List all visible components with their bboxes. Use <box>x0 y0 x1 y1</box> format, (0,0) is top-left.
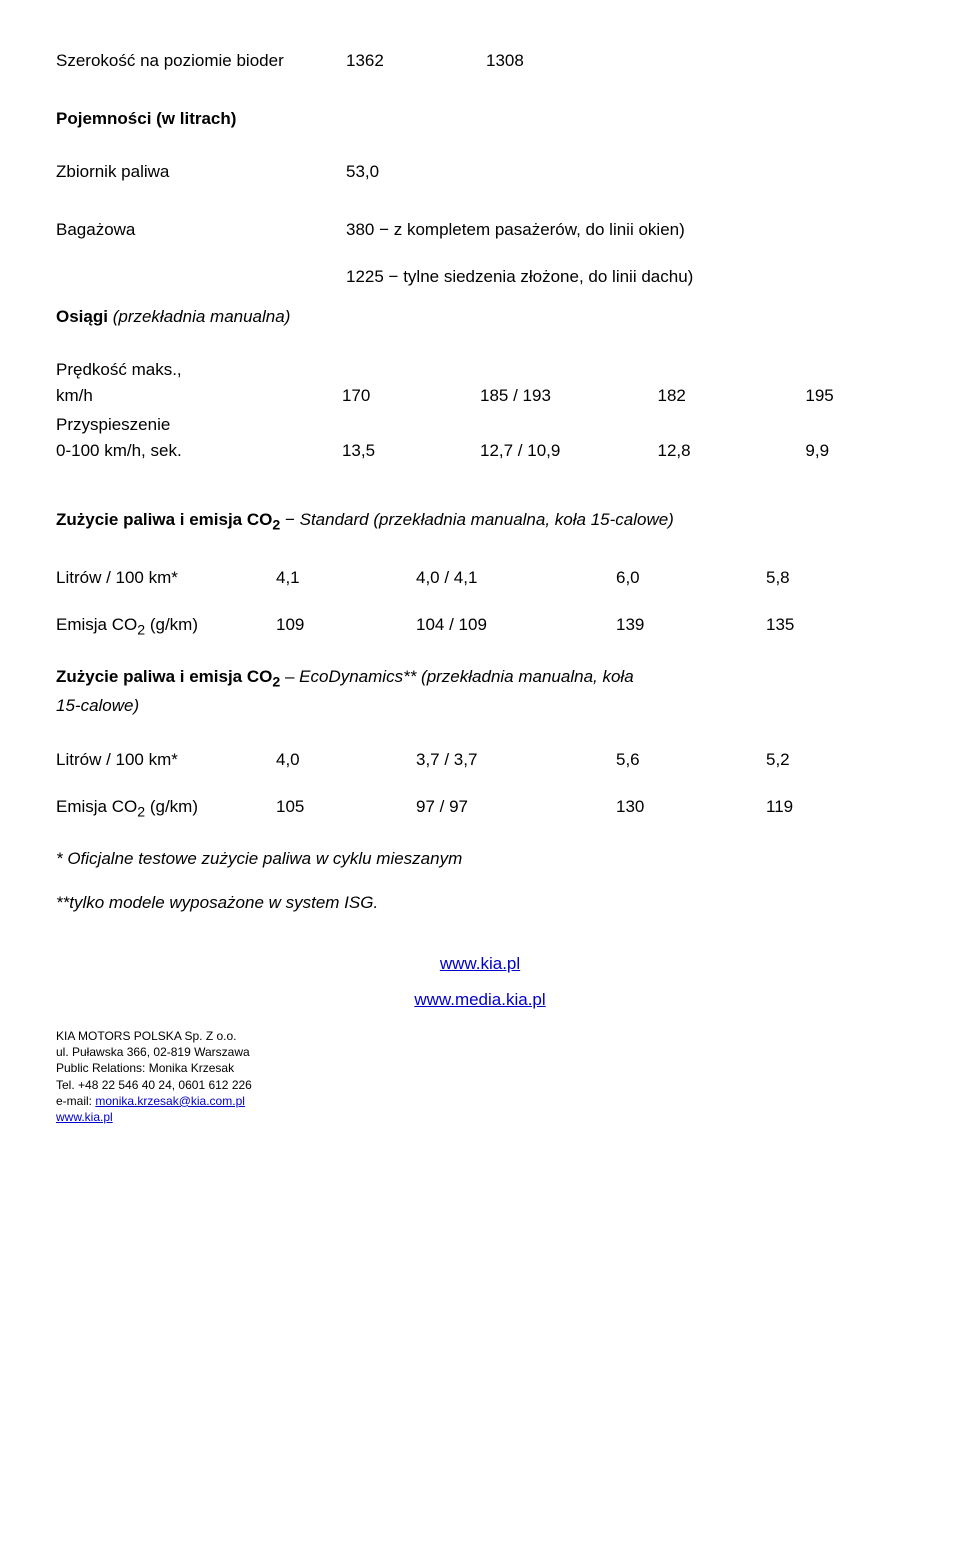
footer-email-label: e-mail: <box>56 1094 95 1108</box>
val-accel-4: 9,9 <box>805 438 904 464</box>
footnote-1: * Oficjalne testowe zużycie paliwa w cyk… <box>56 846 904 872</box>
val-hip-1: 1362 <box>346 48 486 74</box>
val-luggage-2: 1225 − tylne siedzenia złożone, do linii… <box>346 264 693 290</box>
label-eco-l100: Litrów / 100 km* <box>56 747 276 773</box>
heading-performance-italic: (przekładnia manualna) <box>113 307 291 326</box>
label-eco-co2-b: (g/km) <box>145 797 198 816</box>
val-std-co2-3: 139 <box>616 612 766 642</box>
val-std-co2-2: 104 / 109 <box>416 612 616 642</box>
footer-address: ul. Puławska 366, 02-819 Warszawa <box>56 1044 904 1060</box>
heading-performance-bold: Osiągi <box>56 307 108 326</box>
row-eco-co2: Emisja CO2 (g/km) 105 97 / 97 130 119 <box>56 794 904 824</box>
label-max-speed-2: km/h <box>56 383 342 409</box>
val-std-l100-3: 6,0 <box>616 565 766 591</box>
footer-site-link[interactable]: www.kia.pl <box>56 1110 113 1124</box>
val-eco-co2-3: 130 <box>616 794 766 824</box>
footnote-2: **tylko modele wyposażone w system ISG. <box>56 890 904 916</box>
row-luggage-2: 1225 − tylne siedzenia złożone, do linii… <box>56 264 904 290</box>
label-std-co2-b: (g/km) <box>145 615 198 634</box>
val-std-l100-2: 4,0 / 4,1 <box>416 565 616 591</box>
val-eco-l100-3: 5,6 <box>616 747 766 773</box>
row-std-co2: Emisja CO2 (g/km) 109 104 / 109 139 135 <box>56 612 904 642</box>
row-max-speed: km/h 170 185 / 193 182 195 <box>56 383 904 409</box>
heading-performance: Osiągi (przekładnia manualna) <box>56 304 904 330</box>
link-kia-main[interactable]: www.kia.pl <box>440 954 520 973</box>
heading-co2-eco: Zużycie paliwa i emisja CO2 – EcoDynamic… <box>56 664 904 694</box>
val-std-co2-1: 109 <box>276 612 416 642</box>
footer-email-link[interactable]: monika.krzesak@kia.com.pl <box>95 1094 245 1108</box>
row-luggage-1: Bagażowa 380 − z kompletem pasażerów, do… <box>56 217 904 243</box>
val-max-speed-2: 185 / 193 <box>480 383 657 409</box>
label-eco-co2: Emisja CO2 (g/km) <box>56 794 276 824</box>
row-std-l100: Litrów / 100 km* 4,1 4,0 / 4,1 6,0 5,8 <box>56 565 904 591</box>
row-fuel-tank: Zbiornik paliwa 53,0 <box>56 159 904 185</box>
heading-capacity: Pojemności (w litrach) <box>56 106 904 132</box>
label-std-l100: Litrów / 100 km* <box>56 565 276 591</box>
label-fuel-tank: Zbiornik paliwa <box>56 159 346 185</box>
footer-company: KIA MOTORS POLSKA Sp. Z o.o. <box>56 1028 904 1044</box>
val-fuel-tank: 53,0 <box>346 159 379 185</box>
val-eco-l100-4: 5,2 <box>766 747 790 773</box>
label-max-speed-1: Prędkość maks., <box>56 357 904 383</box>
val-std-co2-4: 135 <box>766 612 794 642</box>
label-accel-2: 0-100 km/h, sek. <box>56 438 342 464</box>
val-accel-3: 12,8 <box>657 438 805 464</box>
label-hip: Szerokość na poziomie bioder <box>56 48 346 74</box>
link-kia-media[interactable]: www.media.kia.pl <box>414 990 545 1009</box>
label-accel-1: Przyspieszenie <box>56 412 904 438</box>
heading-co2-std-italic: Standard (przekładnia manualna, koła 15-… <box>300 510 674 529</box>
val-max-speed-3: 182 <box>657 383 805 409</box>
footer-email-line: e-mail: monika.krzesak@kia.com.pl <box>56 1093 904 1109</box>
row-accel: 0-100 km/h, sek. 13,5 12,7 / 10,9 12,8 9… <box>56 438 904 464</box>
val-hip-2: 1308 <box>486 48 666 74</box>
val-max-speed-4: 195 <box>805 383 904 409</box>
row-hip-width: Szerokość na poziomie bioder 1362 1308 <box>56 48 904 74</box>
label-luggage: Bagażowa <box>56 217 346 243</box>
val-eco-co2-1: 105 <box>276 794 416 824</box>
heading-co2-std-dash: − <box>280 510 299 529</box>
heading-co2-std-bold: Zużycie paliwa i emisja CO <box>56 510 272 529</box>
val-eco-l100-1: 4,0 <box>276 747 416 773</box>
footer-tel: Tel. +48 22 546 40 24, 0601 612 226 <box>56 1077 904 1093</box>
label-std-co2: Emisja CO2 (g/km) <box>56 612 276 642</box>
label-eco-co2-sub: 2 <box>137 805 145 821</box>
val-eco-co2-2: 97 / 97 <box>416 794 616 824</box>
heading-co2-eco-bold: Zużycie paliwa i emisja CO <box>56 667 272 686</box>
val-max-speed-1: 170 <box>342 383 480 409</box>
val-std-l100-4: 5,8 <box>766 565 790 591</box>
row-eco-l100: Litrów / 100 km* 4,0 3,7 / 3,7 5,6 5,2 <box>56 747 904 773</box>
label-std-co2-a: Emisja CO <box>56 615 137 634</box>
val-eco-co2-4: 119 <box>766 794 793 824</box>
footer-block: KIA MOTORS POLSKA Sp. Z o.o. ul. Puławsk… <box>56 1028 904 1125</box>
label-std-co2-sub: 2 <box>137 623 145 639</box>
heading-co2-eco-italic2: 15-calowe) <box>56 693 904 719</box>
footer-pr: Public Relations: Monika Krzesak <box>56 1060 904 1076</box>
val-eco-l100-2: 3,7 / 3,7 <box>416 747 616 773</box>
heading-co2-eco-dash: – <box>280 667 299 686</box>
val-luggage-1: 380 − z kompletem pasażerów, do linii ok… <box>346 217 685 243</box>
val-accel-1: 13,5 <box>342 438 480 464</box>
val-accel-2: 12,7 / 10,9 <box>480 438 657 464</box>
label-eco-co2-a: Emisja CO <box>56 797 137 816</box>
heading-co2-standard: Zużycie paliwa i emisja CO2 − Standard (… <box>56 507 904 537</box>
heading-co2-eco-italic: EcoDynamics** (przekładnia manualna, koł… <box>299 667 634 686</box>
val-std-l100-1: 4,1 <box>276 565 416 591</box>
